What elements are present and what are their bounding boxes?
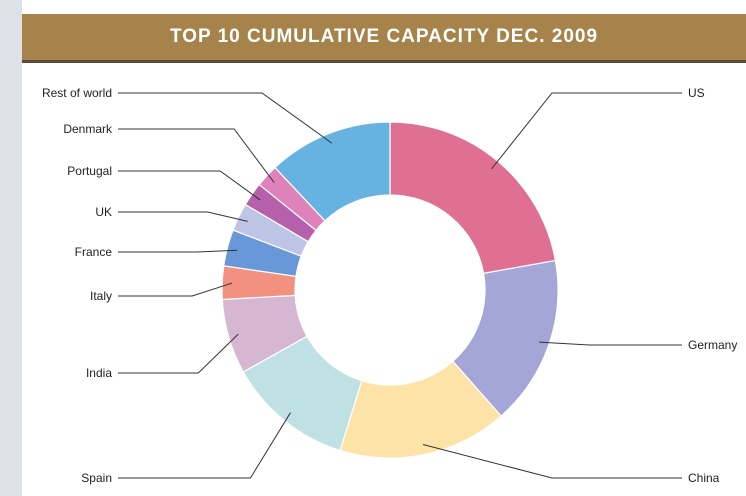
donut-chart: US Germany China Spain India Italy France UK Por… <box>42 86 737 485</box>
leader-line-portugal <box>118 170 261 201</box>
leader-line-denmark <box>118 128 275 183</box>
label-uk: UK <box>95 205 112 219</box>
label-denmark: Denmark <box>63 122 113 136</box>
label-spain: Spain <box>81 471 112 485</box>
leader-line-china <box>422 444 682 479</box>
leader-line-rest-of-world <box>118 92 333 144</box>
label-us: US <box>688 86 705 100</box>
chart-card: TOP 10 CUMULATIVE CAPACITY DEC. 2009 US G… <box>22 0 746 496</box>
leader-line-spain <box>118 412 291 479</box>
label-germany: Germany <box>688 338 737 352</box>
label-portugal: Portugal <box>67 164 112 178</box>
leader-line-germany <box>539 341 682 346</box>
label-china: China <box>688 471 720 485</box>
leader-line-india <box>118 333 239 374</box>
label-india: India <box>86 366 112 380</box>
leader-line-us <box>491 92 682 170</box>
leader-line-uk <box>118 211 248 222</box>
label-rest-of-world: Rest of world <box>42 86 112 100</box>
leader-line-france <box>118 249 238 253</box>
slice-rest-of-world <box>274 121 391 222</box>
leader-line-italy <box>118 282 233 297</box>
slice-us <box>389 121 557 275</box>
label-france: France <box>75 245 113 259</box>
label-italy: Italy <box>90 289 112 303</box>
chart-header: TOP 10 CUMULATIVE CAPACITY DEC. 2009 <box>22 14 746 63</box>
chart-title: TOP 10 CUMULATIVE CAPACITY DEC. 2009 <box>169 26 599 47</box>
